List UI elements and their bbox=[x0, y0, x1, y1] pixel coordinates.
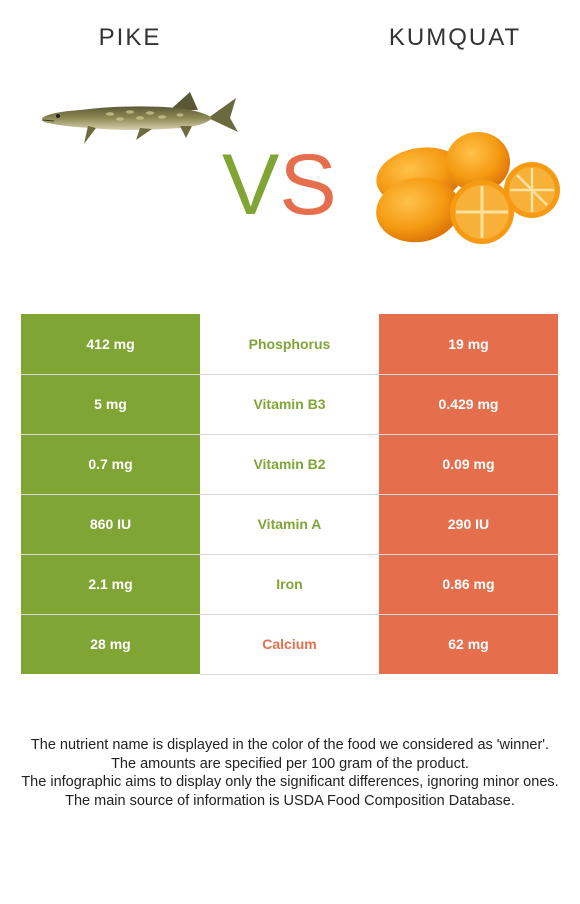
right-value: 0.09 mg bbox=[379, 434, 558, 495]
nutrient-name: Calcium bbox=[200, 614, 379, 675]
footer-line: The main source of information is USDA F… bbox=[65, 792, 515, 809]
right-value: 62 mg bbox=[379, 614, 558, 675]
footer-line: The amounts are specified per 100 gram o… bbox=[111, 755, 469, 772]
table-row: 860 IU Vitamin A 290 IU bbox=[21, 494, 558, 555]
pike-fish-icon bbox=[41, 92, 238, 144]
left-value: 2.1 mg bbox=[21, 554, 200, 615]
kumquat-fruit-icon bbox=[376, 132, 560, 244]
nutrient-comparison-table: 412 mg Phosphorus 19 mg 5 mg Vitamin B3 … bbox=[21, 314, 558, 675]
right-value: 19 mg bbox=[379, 314, 558, 375]
table-row: 5 mg Vitamin B3 0.429 mg bbox=[21, 374, 558, 435]
left-value: 0.7 mg bbox=[21, 434, 200, 495]
footer-notes: The nutrient name is displayed in the co… bbox=[10, 736, 570, 810]
nutrient-name: Iron bbox=[200, 554, 379, 615]
table-row: 28 mg Calcium 62 mg bbox=[21, 614, 558, 675]
nutrient-name: Phosphorus bbox=[200, 314, 379, 375]
right-value: 0.429 mg bbox=[379, 374, 558, 435]
left-value: 5 mg bbox=[21, 374, 200, 435]
right-food-title: KUMQUAT bbox=[388, 24, 522, 51]
table-row: 412 mg Phosphorus 19 mg bbox=[21, 314, 558, 375]
vs-label: VS bbox=[222, 137, 337, 233]
left-value: 412 mg bbox=[21, 314, 200, 375]
nutrient-name: Vitamin B2 bbox=[200, 434, 379, 495]
footer-line: The nutrient name is displayed in the co… bbox=[30, 737, 550, 753]
left-value: 860 IU bbox=[21, 494, 200, 555]
table-row: 2.1 mg Iron 0.86 mg bbox=[21, 554, 558, 615]
footer-line: The infographic aims to display only the… bbox=[21, 774, 559, 790]
left-value: 28 mg bbox=[21, 614, 200, 675]
nutrient-name: Vitamin B3 bbox=[200, 374, 379, 435]
nutrient-name: Vitamin A bbox=[200, 494, 379, 555]
table-row: 0.7 mg Vitamin B2 0.09 mg bbox=[21, 434, 558, 495]
right-value: 290 IU bbox=[379, 494, 558, 555]
right-value: 0.86 mg bbox=[379, 554, 558, 615]
left-food-title: PIKE bbox=[98, 24, 162, 51]
